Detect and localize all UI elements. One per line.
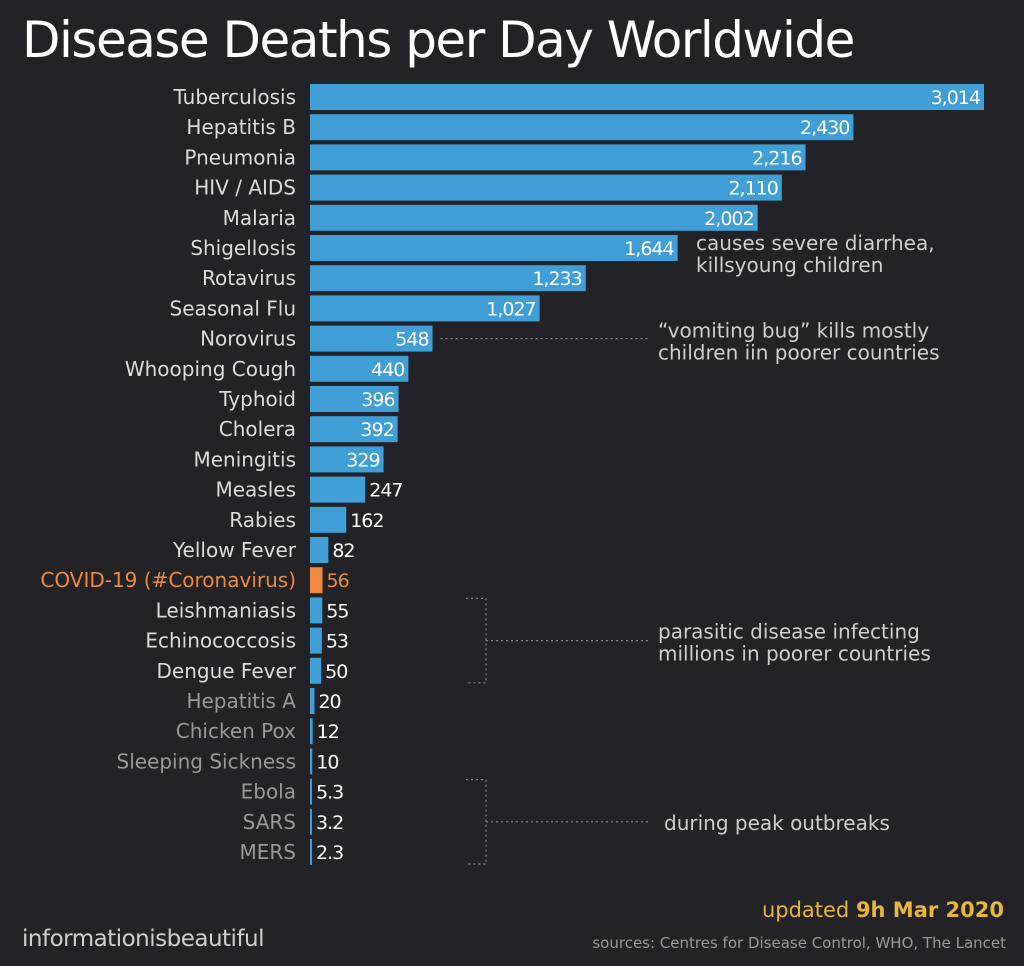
category-label-meningitis: Meningitis <box>193 447 296 471</box>
category-label-seasonal-flu: Seasonal Flu <box>170 296 297 320</box>
chart-title: Disease Deaths per Day Worldwide <box>22 11 855 69</box>
value-label-tuberculosis: 3,014 <box>931 87 981 109</box>
updated-prefix: updated <box>761 898 856 922</box>
value-label-ebola: 5.3 <box>316 782 343 804</box>
bar-whooping-cough <box>310 355 409 382</box>
value-label-shigellosis: 1,644 <box>624 238 674 260</box>
bar-measles <box>310 476 366 503</box>
category-label-rotavirus: Rotavirus <box>202 266 296 290</box>
bar-tuberculosis <box>310 84 984 110</box>
value-label-sars: 3.2 <box>316 812 343 834</box>
annotation-norovirus-line-2: children iin poorer countries <box>658 341 940 365</box>
value-label-hiv-aids: 2,110 <box>728 178 777 200</box>
value-label-pneumonia: 2,216 <box>752 147 801 169</box>
bar-yellow-fever <box>310 537 329 563</box>
category-label-chicken-pox: Chicken Pox <box>176 719 296 743</box>
annotation-parasitic-disease-line-1: parasitic disease infecting <box>658 620 920 644</box>
value-label-cholera: 392 <box>360 419 393 441</box>
category-label-leishmaniasis: Leishmaniasis <box>156 598 296 622</box>
value-label-sleeping-sickness: 10 <box>316 751 338 773</box>
value-label-rotavirus: 1,233 <box>532 268 581 290</box>
bar-hepatitis-a <box>310 688 315 714</box>
bar-malaria <box>310 204 758 231</box>
annotation-during-peak-bracket <box>466 779 487 865</box>
bar-chart: Tuberculosis 3,014 Hepatitis B 2,430 Pneumon… <box>40 84 984 865</box>
annotation-norovirus-line-1: “vomiting bug” kills mostly <box>658 319 929 343</box>
category-label-shigellosis: Shigellosis <box>190 236 296 260</box>
value-label-meningitis: 329 <box>346 449 379 471</box>
category-label-whooping-cough: Whooping Cough <box>125 357 296 381</box>
category-label-hepatitis-b: Hepatitis B <box>186 115 296 139</box>
bar-hiv-aids <box>310 174 782 201</box>
bar-pneumonia <box>310 144 806 171</box>
bar-norovirus <box>310 325 433 352</box>
value-label-mers: 2.3 <box>316 842 343 864</box>
value-label-leishmaniasis: 55 <box>326 600 348 622</box>
bar-leishmaniasis <box>310 597 323 624</box>
category-label-sars: SARS <box>243 810 296 834</box>
bar-rabies <box>310 506 347 533</box>
bar-ebola <box>310 778 312 805</box>
value-label-echinococcosis: 53 <box>326 631 348 653</box>
bar-sars <box>310 808 312 835</box>
annotation-during-peak-line-1: during peak outbreaks <box>664 811 890 835</box>
category-label-norovirus: Norovirus <box>200 327 296 351</box>
value-label-norovirus: 548 <box>395 329 428 351</box>
value-label-yellow-fever: 82 <box>332 540 354 562</box>
annotation-shigellosis-line-2: killsyoung children <box>696 253 883 277</box>
value-label-chicken-pox: 12 <box>317 721 339 743</box>
annotation-parasitic-disease-bracket <box>466 597 487 684</box>
category-label-echinococcosis: Echinococcosis <box>145 629 296 653</box>
bar-hepatitis-b <box>310 114 854 141</box>
value-label-hepatitis-a: 20 <box>318 691 340 713</box>
bar-mers <box>310 839 312 865</box>
category-label-cholera: Cholera <box>219 417 296 441</box>
sources-text: sources: Centres for Disease Control, WH… <box>592 934 1006 952</box>
bar-shigellosis <box>310 235 678 261</box>
annotation-shigellosis-line-1: causes severe diarrhea, <box>696 231 935 255</box>
bar-seasonal-flu <box>310 295 540 322</box>
value-label-malaria: 2,002 <box>704 208 753 230</box>
value-label-rabies: 162 <box>350 510 383 532</box>
value-label-seasonal-flu: 1,027 <box>486 298 535 320</box>
bar-echinococcosis <box>310 627 322 654</box>
bar-covid-19-coronavirus <box>310 567 323 594</box>
category-label-mers: MERS <box>240 840 296 864</box>
value-label-hepatitis-b: 2,430 <box>800 117 849 139</box>
bar-dengue-fever <box>310 657 322 684</box>
bar-typhoid <box>310 386 399 412</box>
category-label-tuberculosis: Tuberculosis <box>173 85 297 109</box>
bar-rotavirus <box>310 265 586 292</box>
bar-chicken-pox <box>310 718 313 745</box>
bar-sleeping-sickness <box>310 748 313 775</box>
category-label-hepatitis-a: Hepatitis A <box>186 689 296 713</box>
category-label-measles: Measles <box>215 478 296 502</box>
value-label-covid-19-coronavirus: 56 <box>327 570 349 592</box>
category-label-pneumonia: Pneumonia <box>184 145 296 169</box>
updated-date-value: 9h Mar 2020 <box>855 898 1004 922</box>
category-label-ebola: Ebola <box>241 780 296 804</box>
category-label-malaria: Malaria <box>223 206 296 230</box>
value-label-typhoid: 396 <box>361 389 394 411</box>
updated-date: updated 9h Mar 2020 <box>762 898 1004 922</box>
category-label-sleeping-sickness: Sleeping Sickness <box>117 749 297 773</box>
annotation-parasitic-disease-line-2: millions in poorer countries <box>658 642 931 666</box>
value-label-whooping-cough: 440 <box>371 359 404 381</box>
category-label-rabies: Rabies <box>229 508 296 532</box>
bar-meningitis <box>310 446 384 473</box>
category-label-dengue-fever: Dengue Fever <box>157 659 297 683</box>
category-label-yellow-fever: Yellow Fever <box>172 538 297 562</box>
category-label-hiv-aids: HIV / AIDS <box>194 176 296 200</box>
value-label-dengue-fever: 50 <box>325 661 347 683</box>
brand-logo-text: informationisbeautiful <box>22 926 265 952</box>
category-label-typhoid: Typhoid <box>218 387 296 411</box>
category-label-covid-19-coronavirus: COVID-19 (#Coronavirus) <box>40 568 296 592</box>
value-label-measles: 247 <box>369 480 402 502</box>
bar-cholera <box>310 416 398 443</box>
